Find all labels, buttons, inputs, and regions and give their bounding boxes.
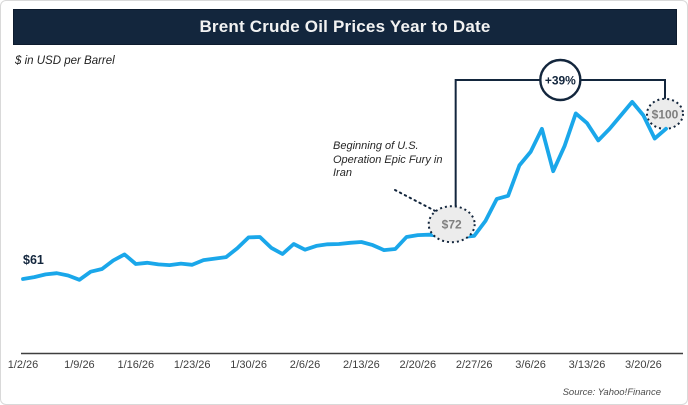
- x-axis: 1/2/26 1/9/26 1/16/26 1/23/26 1/30/26 2/6/26 2…: [1, 359, 687, 375]
- annotation-line: Iran: [333, 167, 352, 179]
- x-axis-label: 1/23/26: [173, 359, 211, 371]
- x-axis-label: 1/9/26: [64, 359, 95, 371]
- x-axis-label: 2/20/26: [399, 359, 437, 371]
- end-price-label: $100: [652, 107, 679, 121]
- x-axis-label: 3/20/26: [625, 359, 662, 371]
- x-axis-label: 3/13/26: [568, 359, 606, 371]
- x-axis-label: 1/2/26: [7, 359, 39, 371]
- event-price-label: $72: [442, 218, 462, 232]
- event-annotation-text: Beginning of U.S. Operation Epic Fury in I…: [333, 140, 473, 181]
- start-price-label: $61: [23, 253, 44, 267]
- x-axis-label: 3/6/26: [515, 359, 546, 371]
- price-line: [21, 100, 668, 282]
- annotation-line: Operation Epic Fury in: [333, 153, 443, 166]
- x-axis-label: 2/27/26: [455, 359, 493, 371]
- x-axis-label: 2/13/26: [343, 359, 380, 371]
- chart-title: Brent Crude Oil Prices Year to Date: [13, 9, 677, 45]
- y-axis-units-label: $ in USD per Barrel: [15, 55, 115, 67]
- annotation-leader-dotted-line: [394, 189, 437, 213]
- x-axis-label: 2/6/26: [289, 359, 321, 371]
- event-price-circle: [427, 205, 476, 244]
- annotation-line: Beginning of U.S.: [333, 140, 419, 152]
- source-attribution: Source: Yahoo!Finance: [562, 387, 661, 398]
- x-axis-label: 1/30/26: [230, 359, 267, 371]
- percent-change-circle: [539, 58, 582, 102]
- percent-change-label: +39%: [545, 74, 576, 88]
- x-axis-label: 1/16/26: [117, 359, 155, 371]
